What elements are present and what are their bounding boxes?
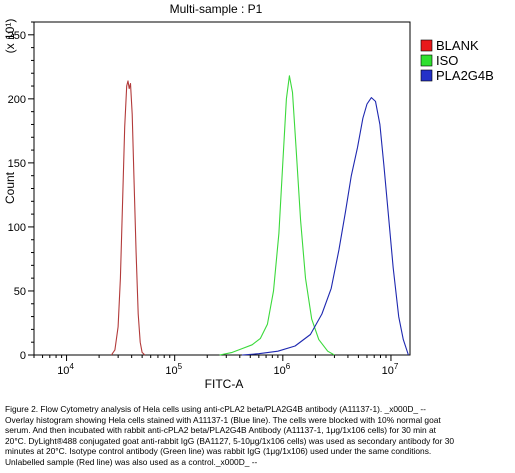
y-tick-label: 250 — [8, 30, 26, 42]
flow-cytometry-histogram: Multi-sample : P1 (x 10¹) Count FITC-A 0… — [3, 2, 494, 391]
x-axis-title: FITC-A — [205, 377, 244, 391]
x-tick-exponent: 7 — [394, 362, 399, 371]
legend-swatch-iso — [420, 54, 433, 67]
legend-label-blank: BLANK — [436, 38, 479, 53]
series-line-iso — [219, 75, 335, 356]
x-tick-label: 107 — [382, 362, 399, 377]
series-line-blank — [110, 80, 146, 356]
y-tick-label: 150 — [8, 158, 26, 170]
x-tick-exponent: 4 — [69, 362, 74, 371]
plot-frame — [33, 21, 411, 356]
x-tick-base: 10 — [273, 365, 285, 377]
x-tick-base: 10 — [382, 365, 394, 377]
legend-swatch-pla2g4b — [420, 69, 433, 82]
x-tick-base: 10 — [165, 365, 177, 377]
y-tick-label: 100 — [8, 222, 26, 234]
y-tick-label: 200 — [8, 94, 26, 106]
y-tick-label: 50 — [14, 286, 26, 298]
y-multiplier-label: (x 10¹) — [3, 19, 17, 54]
x-tick-label: 105 — [165, 362, 182, 377]
x-tick-label: 104 — [57, 362, 74, 377]
x-tick-exponent: 5 — [178, 362, 183, 371]
x-tick-exponent: 6 — [286, 362, 291, 371]
x-tick-base: 10 — [57, 365, 69, 377]
figure-caption: Figure 2. Flow Cytometry analysis of Hel… — [5, 404, 455, 467]
y-tick-label: 0 — [20, 350, 26, 362]
series-line-pla2g4b — [242, 97, 409, 356]
y-axis-title: Count — [3, 171, 17, 204]
x-tick-label: 106 — [273, 362, 290, 377]
legend-swatch-blank — [420, 39, 433, 52]
legend-label-iso: ISO — [436, 53, 458, 68]
chart-title: Multi-sample : P1 — [170, 2, 263, 16]
legend-label-pla2g4b: PLA2G4B — [436, 68, 494, 83]
